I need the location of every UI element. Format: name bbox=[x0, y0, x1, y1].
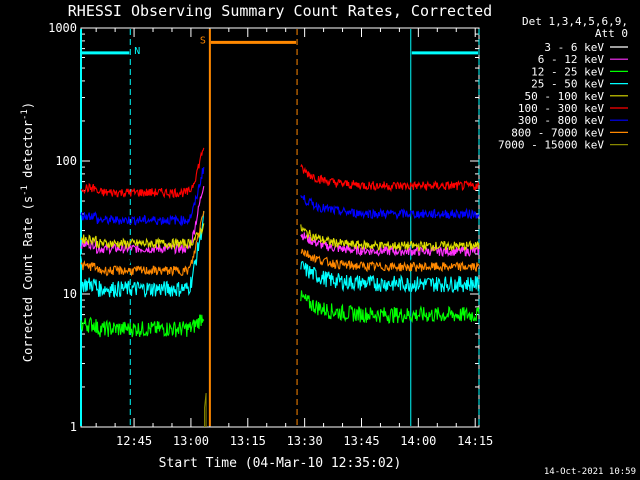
y-tick-label: 10 bbox=[63, 287, 77, 301]
series-line bbox=[80, 193, 205, 268]
y-tick-label: 100 bbox=[55, 154, 77, 168]
x-tick-label: 14:15 bbox=[457, 434, 493, 448]
legend-entry-label: 3 - 6 keV bbox=[544, 41, 604, 54]
y-axis-label-sup2: -1 bbox=[20, 109, 30, 120]
series-line bbox=[300, 224, 480, 252]
legend-entry-label: 12 - 25 keV bbox=[531, 65, 604, 78]
legend-entry-label: 7000 - 15000 keV bbox=[498, 139, 604, 152]
legend-entry-label: 800 - 7000 keV bbox=[511, 126, 604, 139]
x-axis-label: Start Time (04-Mar-10 12:35:02) bbox=[159, 456, 402, 471]
series-line bbox=[300, 248, 480, 273]
series-lines bbox=[80, 147, 480, 427]
x-tick-label: 13:30 bbox=[287, 434, 323, 448]
series-line bbox=[300, 290, 480, 324]
x-tick-label: 13:15 bbox=[230, 434, 266, 448]
x-tick-label: 13:00 bbox=[173, 434, 209, 448]
x-axis-ticks: 12:45 13:00 13:15 13:30 13:45 14:00 14:15 bbox=[95, 28, 493, 448]
flag-label: N bbox=[134, 46, 140, 57]
y-tick-label: 1000 bbox=[48, 21, 77, 35]
footer-date: 14-Oct-2021 10:59 bbox=[544, 467, 636, 477]
x-tick-label: 12:45 bbox=[116, 434, 152, 448]
legend-entry-label: 6 - 12 keV bbox=[538, 53, 605, 66]
series-line bbox=[80, 167, 205, 227]
series-line bbox=[300, 194, 480, 221]
legend-entry-label: 300 - 800 keV bbox=[518, 114, 604, 127]
series-line bbox=[80, 186, 205, 255]
legend-entry-label: 25 - 50 keV bbox=[531, 78, 604, 91]
y-axis-label-main: Corrected Count Rate (s bbox=[21, 196, 35, 362]
x-tick-label: 14:00 bbox=[400, 434, 436, 448]
flag-label: S bbox=[200, 35, 206, 46]
series-line bbox=[80, 210, 205, 277]
series-line bbox=[80, 147, 205, 200]
y-axis-ticks: 1 10 100 1000 bbox=[48, 21, 479, 434]
y-tick-label: 1 bbox=[70, 420, 77, 434]
series-line bbox=[80, 211, 205, 298]
series-line bbox=[300, 163, 480, 193]
series-line bbox=[300, 232, 480, 258]
series-line bbox=[80, 223, 205, 251]
legend-header-line2: Att 0 bbox=[595, 27, 628, 40]
y-axis-label-sup1: -1 bbox=[20, 185, 30, 196]
y-axis-label-mid: detector bbox=[21, 120, 35, 185]
legend-header-line1: Det 1,3,4,5,6,9, bbox=[522, 15, 628, 28]
series-line bbox=[300, 260, 480, 294]
y-axis-label: Corrected Count Rate (s-1 detector-1) bbox=[20, 102, 35, 362]
y-axis-label-end: ) bbox=[21, 102, 35, 109]
x-tick-label: 13:45 bbox=[343, 434, 379, 448]
series-line bbox=[80, 314, 205, 338]
legend-entry-label: 100 - 300 keV bbox=[518, 102, 604, 115]
plot-frame bbox=[80, 27, 480, 428]
chart-title: RHESSI Observing Summary Count Rates, Co… bbox=[68, 2, 492, 20]
series-line bbox=[204, 392, 207, 427]
legend-entry-label: 50 - 100 keV bbox=[525, 90, 605, 103]
flag-markers: NS bbox=[80, 29, 480, 426]
